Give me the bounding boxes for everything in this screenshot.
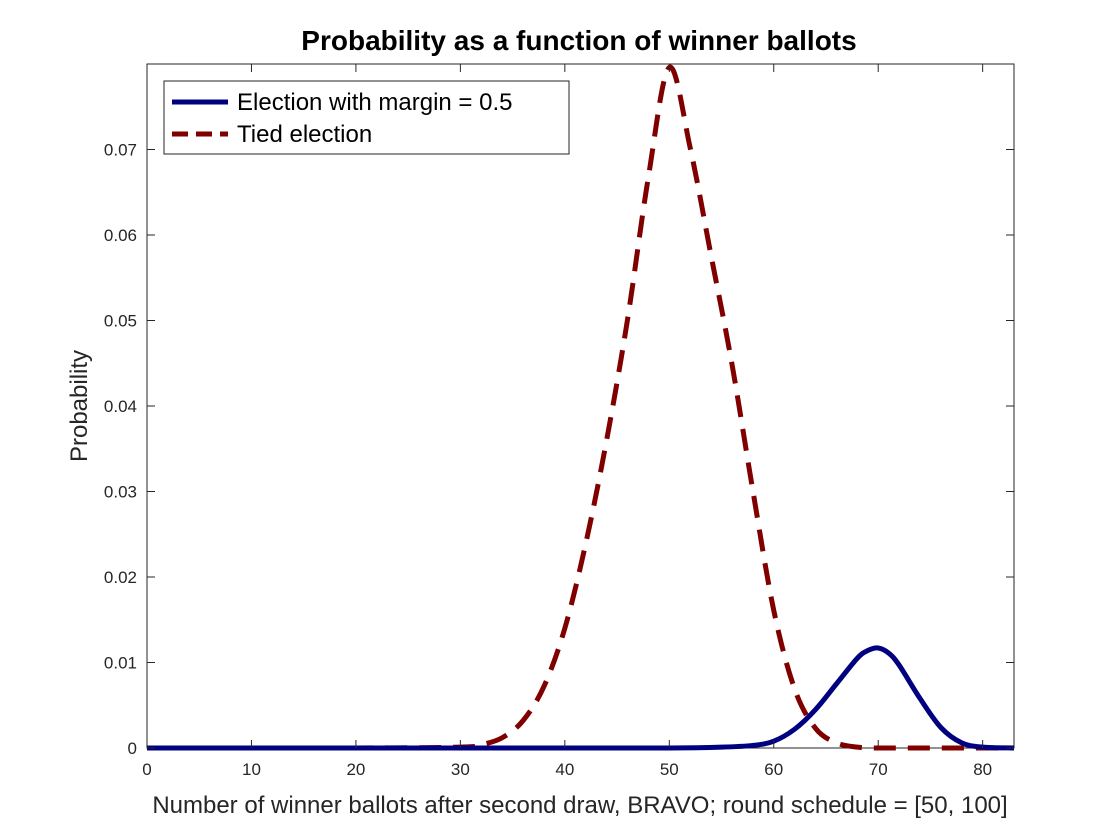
series-line-tied: [146, 64, 1015, 751]
y-tick-label: 0.07: [104, 141, 137, 160]
x-tick-label: 0: [142, 760, 151, 779]
tick-layer: 0 10 20 30 40 50 60 70 80 0 0.01 0.02 0.03 0.04 0.05 0.…: [104, 64, 1014, 779]
x-tick-label: 50: [660, 760, 679, 779]
x-tick-label: 30: [451, 760, 470, 779]
legend: Election with margin = 0.5 Tied election: [163, 80, 570, 155]
y-tick-label: 0: [128, 739, 137, 758]
x-tick-label: 80: [973, 760, 992, 779]
x-tick-label: 20: [346, 760, 365, 779]
series-line-margin: [146, 645, 1015, 751]
y-tick-label: 0.01: [104, 654, 137, 673]
x-tick-label: 70: [869, 760, 888, 779]
y-tick-label: 0.04: [104, 397, 137, 416]
legend-label-tied: Tied election: [237, 121, 372, 148]
x-tick-label: 40: [555, 760, 574, 779]
legend-label-margin: Election with margin = 0.5: [237, 89, 512, 116]
y-tick-label: 0.05: [104, 312, 137, 331]
chart-title: Probability as a function of winner ball…: [301, 25, 856, 56]
y-tick-label: 0.02: [104, 568, 137, 587]
plot-area: [146, 63, 1015, 749]
legend-box: [163, 80, 570, 155]
y-tick-label: 0.06: [104, 226, 137, 245]
x-axis-label: Number of winner ballots after second dr…: [152, 792, 1007, 819]
y-tick-label: 0.03: [104, 483, 137, 502]
x-tick-label: 60: [764, 760, 783, 779]
y-axis-label: Probability: [66, 350, 93, 462]
series-layer: [146, 64, 1015, 751]
x-tick-label: 10: [242, 760, 261, 779]
